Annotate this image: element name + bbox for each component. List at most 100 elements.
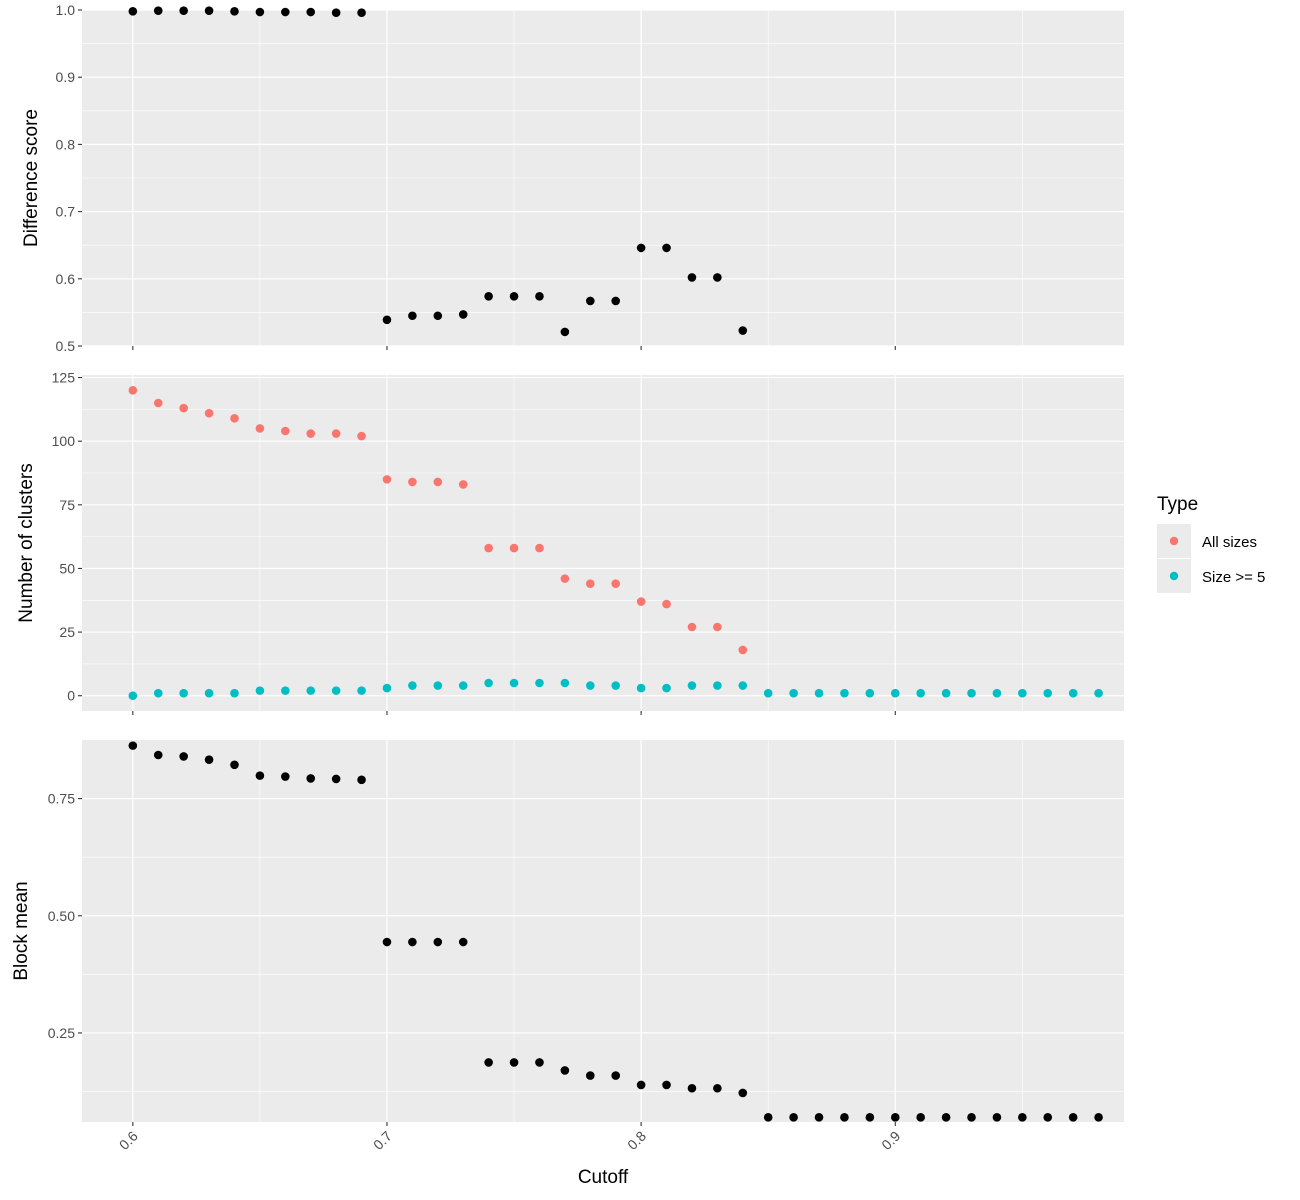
y-axis-title: Block mean bbox=[11, 881, 32, 980]
panel-background bbox=[82, 740, 1124, 1122]
point-all-sizes bbox=[281, 426, 290, 436]
legend-key-all-sizes bbox=[1169, 536, 1179, 546]
point-size-5 bbox=[611, 681, 621, 690]
y-tick-label: 0.5 bbox=[56, 338, 76, 354]
point-size-5 bbox=[1068, 688, 1078, 698]
point-size-5 bbox=[433, 681, 443, 690]
point bbox=[636, 243, 646, 253]
y-axis: 0.25 0.50 0.75 bbox=[48, 791, 82, 1041]
x-tick-label: 0.9 bbox=[878, 1128, 903, 1153]
panel-background bbox=[82, 375, 1124, 711]
point bbox=[230, 7, 239, 16]
point-size-5 bbox=[408, 681, 417, 690]
point bbox=[484, 291, 493, 301]
point-all-sizes bbox=[255, 424, 265, 433]
point-all-sizes bbox=[713, 622, 722, 632]
point bbox=[789, 1113, 798, 1122]
point-all-sizes bbox=[611, 579, 621, 589]
point-size-5 bbox=[230, 688, 239, 698]
point bbox=[509, 291, 519, 301]
point bbox=[713, 1083, 722, 1093]
point-size-5 bbox=[992, 688, 1002, 698]
point bbox=[763, 1113, 773, 1122]
panel-number-of-clusters: 0 25 50 75 100 125 Number of clusters bbox=[16, 370, 1124, 715]
point-all-sizes bbox=[230, 413, 239, 423]
x-tick-label: 0.7 bbox=[370, 1128, 395, 1153]
point-all-sizes bbox=[535, 543, 544, 553]
point-size-5 bbox=[128, 691, 138, 701]
point-size-5 bbox=[1043, 688, 1053, 698]
point bbox=[255, 771, 265, 780]
y-axis: 0.5 0.6 0.7 0.8 0.9 1.0 bbox=[56, 2, 82, 354]
point bbox=[662, 1080, 671, 1090]
y-tick-label: 0.50 bbox=[48, 908, 75, 924]
point-size-5 bbox=[560, 678, 570, 688]
point bbox=[128, 741, 138, 750]
y-axis: 0 25 50 75 100 125 bbox=[52, 370, 82, 704]
point bbox=[1094, 1113, 1103, 1122]
point bbox=[560, 327, 570, 337]
point-all-sizes bbox=[179, 403, 188, 413]
point bbox=[179, 6, 188, 15]
point-all-sizes bbox=[662, 599, 671, 609]
point bbox=[890, 1113, 900, 1122]
point bbox=[408, 311, 417, 321]
point bbox=[204, 755, 214, 764]
legend-label-all-sizes: All sizes bbox=[1202, 534, 1257, 551]
point-size-5 bbox=[153, 688, 163, 698]
point bbox=[738, 326, 748, 335]
y-tick-label: 25 bbox=[59, 624, 75, 640]
point bbox=[281, 772, 290, 781]
point-size-5 bbox=[865, 688, 875, 698]
point bbox=[814, 1113, 824, 1122]
point-size-5 bbox=[814, 688, 824, 698]
point bbox=[865, 1113, 875, 1122]
point bbox=[687, 273, 697, 282]
point bbox=[204, 6, 214, 15]
y-tick-label: 0.75 bbox=[48, 791, 75, 807]
point bbox=[585, 1071, 595, 1080]
x-axis: 0.6 0.7 0.8 0.9 bbox=[116, 1122, 903, 1153]
point bbox=[357, 8, 366, 17]
point bbox=[357, 775, 366, 785]
point-all-sizes bbox=[204, 408, 214, 418]
point bbox=[1068, 1113, 1078, 1122]
point bbox=[433, 311, 443, 321]
point-size-5 bbox=[687, 681, 697, 690]
point-all-sizes bbox=[687, 622, 697, 632]
point-all-sizes bbox=[458, 480, 468, 489]
point bbox=[408, 937, 417, 947]
point-size-5 bbox=[738, 681, 748, 690]
point-size-5 bbox=[713, 681, 722, 690]
point-all-sizes bbox=[408, 477, 417, 487]
panel-block-mean: 0.25 0.50 0.75 0.6 0.7 0.8 0.9 Block mean Cut… bbox=[11, 740, 1124, 1188]
point bbox=[433, 937, 443, 947]
point bbox=[916, 1113, 925, 1122]
point bbox=[382, 937, 392, 947]
point bbox=[1043, 1113, 1053, 1122]
legend-title: Type bbox=[1157, 494, 1198, 515]
point bbox=[382, 315, 392, 325]
y-tick-label: 0.25 bbox=[48, 1025, 75, 1041]
y-tick-label: 125 bbox=[52, 370, 76, 386]
point bbox=[153, 6, 163, 15]
point-all-sizes bbox=[484, 543, 493, 553]
point bbox=[611, 1071, 621, 1080]
point bbox=[306, 774, 316, 783]
point bbox=[738, 1088, 748, 1098]
point bbox=[611, 296, 621, 306]
point bbox=[535, 291, 544, 301]
legend-key-size-5 bbox=[1169, 571, 1179, 581]
y-tick-label: 100 bbox=[52, 433, 76, 449]
point-all-sizes bbox=[382, 475, 392, 484]
grid-lines bbox=[82, 740, 1124, 1122]
point-all-sizes bbox=[560, 574, 570, 583]
point-size-5 bbox=[204, 688, 214, 698]
x-axis-ticks bbox=[132, 346, 896, 350]
point bbox=[484, 1058, 493, 1067]
point-size-5 bbox=[916, 688, 925, 698]
point-size-5 bbox=[382, 683, 392, 693]
point-all-sizes bbox=[433, 477, 443, 487]
point-size-5 bbox=[636, 683, 646, 693]
